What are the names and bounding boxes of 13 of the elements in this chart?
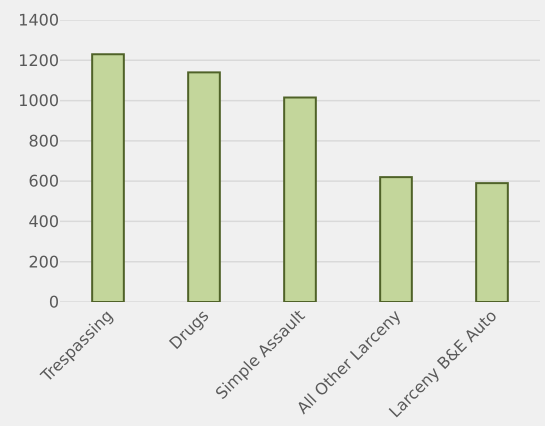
y-tick-label: 800: [28, 131, 59, 150]
bar: [379, 176, 413, 302]
y-tick-label: 1000: [18, 91, 59, 110]
y-tick-label: 1200: [18, 50, 59, 70]
y-tick-label: 400: [28, 212, 59, 232]
y-tick-label: 1400: [18, 10, 59, 30]
bar: [283, 96, 317, 302]
y-tick-label: 600: [28, 172, 59, 191]
y-tick-label: 200: [28, 252, 59, 272]
y-tick-label: 0: [48, 292, 59, 312]
bar: [91, 53, 125, 302]
bar: [475, 182, 509, 302]
bar: [187, 71, 221, 302]
